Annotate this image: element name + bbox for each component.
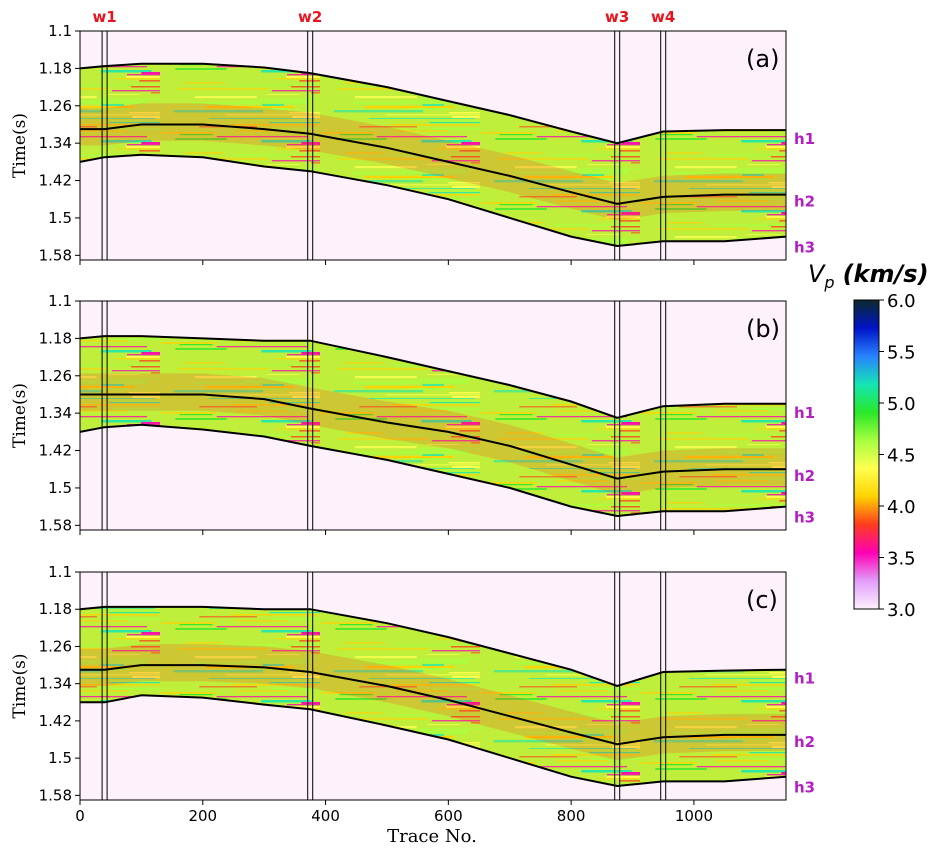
velocity-section [80, 63, 786, 247]
well-label-w4: w4 [651, 8, 675, 26]
y-tick-label: 1.42 [39, 172, 72, 190]
horizon-label-h3: h3 [794, 239, 815, 257]
y-tick-label: 1.42 [39, 442, 72, 460]
panel-label: (c) [746, 586, 778, 614]
horizon-label-h1: h1 [794, 670, 815, 688]
y-tick-label: 1.42 [39, 712, 72, 730]
well-labels: w1 w2 w3 w4 [92, 8, 675, 26]
y-tick-label: 1.58 [39, 516, 72, 534]
y-tick-label: 1.34 [39, 134, 72, 152]
y-axis-label: Time(s) [10, 113, 30, 178]
top-boundary-line [79, 62, 786, 145]
velocity-section [80, 336, 786, 516]
y-tick-label: 1.34 [39, 404, 72, 422]
panel-frame [79, 300, 787, 531]
low-velocity-band [80, 373, 786, 495]
y-tick-label: 1.58 [39, 786, 72, 804]
y-tick-label: 1.18 [39, 600, 72, 618]
low-velocity-band [80, 103, 786, 221]
top-boundary-line [79, 335, 786, 419]
horizon-h2-line [80, 664, 786, 746]
colorbar-gradient [853, 299, 880, 610]
horizon-label-h2: h2 [794, 733, 815, 751]
colorbar-tick-label: 4.5 [887, 446, 916, 467]
panel-label: (a) [746, 45, 779, 73]
horizon-h2-line [80, 393, 786, 480]
y-tick-label: 1.1 [48, 22, 72, 40]
colorbar: 6.0 5.5 5.0 4.5 4.0 3.5 3.0 Vp (km/s) [808, 260, 929, 621]
top-boundary-line [79, 605, 787, 688]
colorbar-tick-label: 3.0 [887, 600, 916, 621]
horizon-h3-line [80, 694, 787, 788]
well-label-w1: w1 [92, 8, 116, 26]
y-axis-label: Time(s) [10, 383, 30, 448]
well-label-w2: w2 [298, 8, 322, 26]
horizon-h3-line [79, 153, 787, 248]
y-axis-label: Time(s) [10, 654, 30, 719]
panel-c: 1.1 1.18 1.26 1.34 1.42 1.5 1.580 200 400 600 800 1… [10, 563, 815, 825]
colorbar-tick-label: 4.0 [887, 497, 916, 518]
horizon-label-h2: h2 [794, 193, 815, 211]
y-tick-label: 1.5 [48, 749, 72, 767]
panel-label: (b) [746, 315, 780, 343]
panel-frame [79, 30, 787, 261]
colorbar-tick-label: 5.0 [887, 394, 916, 415]
y-tick-label: 1.5 [48, 209, 72, 227]
x-tick-label: 600 [434, 807, 463, 825]
y-tick-label: 1.26 [39, 367, 72, 385]
low-velocity-band [80, 644, 786, 761]
x-axis-label: Trace No. [387, 826, 477, 847]
colorbar-tick-label: 3.5 [887, 549, 916, 570]
horizon-label-h3: h3 [794, 509, 815, 527]
x-tick-label: 1000 [675, 807, 713, 825]
horizon-label-h1: h1 [794, 404, 815, 422]
panel-b: 1.1 1.18 1.26 1.34 1.42 1.5 1.58 Time(s) (b) h1 h2… [10, 292, 815, 535]
x-tick-label: 800 [557, 807, 586, 825]
horizon-h3-line [79, 423, 787, 518]
panel-a: 1.1 1.18 1.26 1.34 1.42 1.5 1.58 Time(s) (a) h1 h2… [10, 22, 815, 265]
y-tick-label: 1.18 [39, 59, 72, 77]
y-tick-label: 1.34 [39, 675, 72, 693]
horizon-label-h1: h1 [794, 130, 815, 148]
horizon-label-h3: h3 [794, 779, 815, 797]
colorbar-tick-label: 5.5 [887, 343, 916, 364]
panels-layer: 1.1 1.18 1.26 1.34 1.42 1.5 1.58 Time(s) (a) h1 h2… [10, 22, 815, 825]
horizon-label-h2: h2 [794, 467, 815, 485]
horizon-h2-line [80, 123, 786, 205]
colorbar-title: Vp (km/s) [808, 260, 929, 292]
y-tick-label: 1.26 [39, 97, 72, 115]
y-tick-label: 1.1 [48, 292, 72, 310]
x-tick-label: 400 [311, 807, 340, 825]
y-tick-label: 1.18 [39, 329, 72, 347]
y-tick-label: 1.26 [39, 637, 72, 655]
y-tick-label: 1.5 [48, 479, 72, 497]
x-tick-label: 0 [75, 807, 85, 825]
well-label-w3: w3 [605, 8, 629, 26]
y-tick-label: 1.1 [48, 563, 72, 581]
y-tick-label: 1.58 [39, 246, 72, 264]
panel-frame [79, 571, 787, 801]
colorbar-tick-label: 6.0 [887, 291, 916, 312]
x-tick-label: 200 [188, 807, 217, 825]
